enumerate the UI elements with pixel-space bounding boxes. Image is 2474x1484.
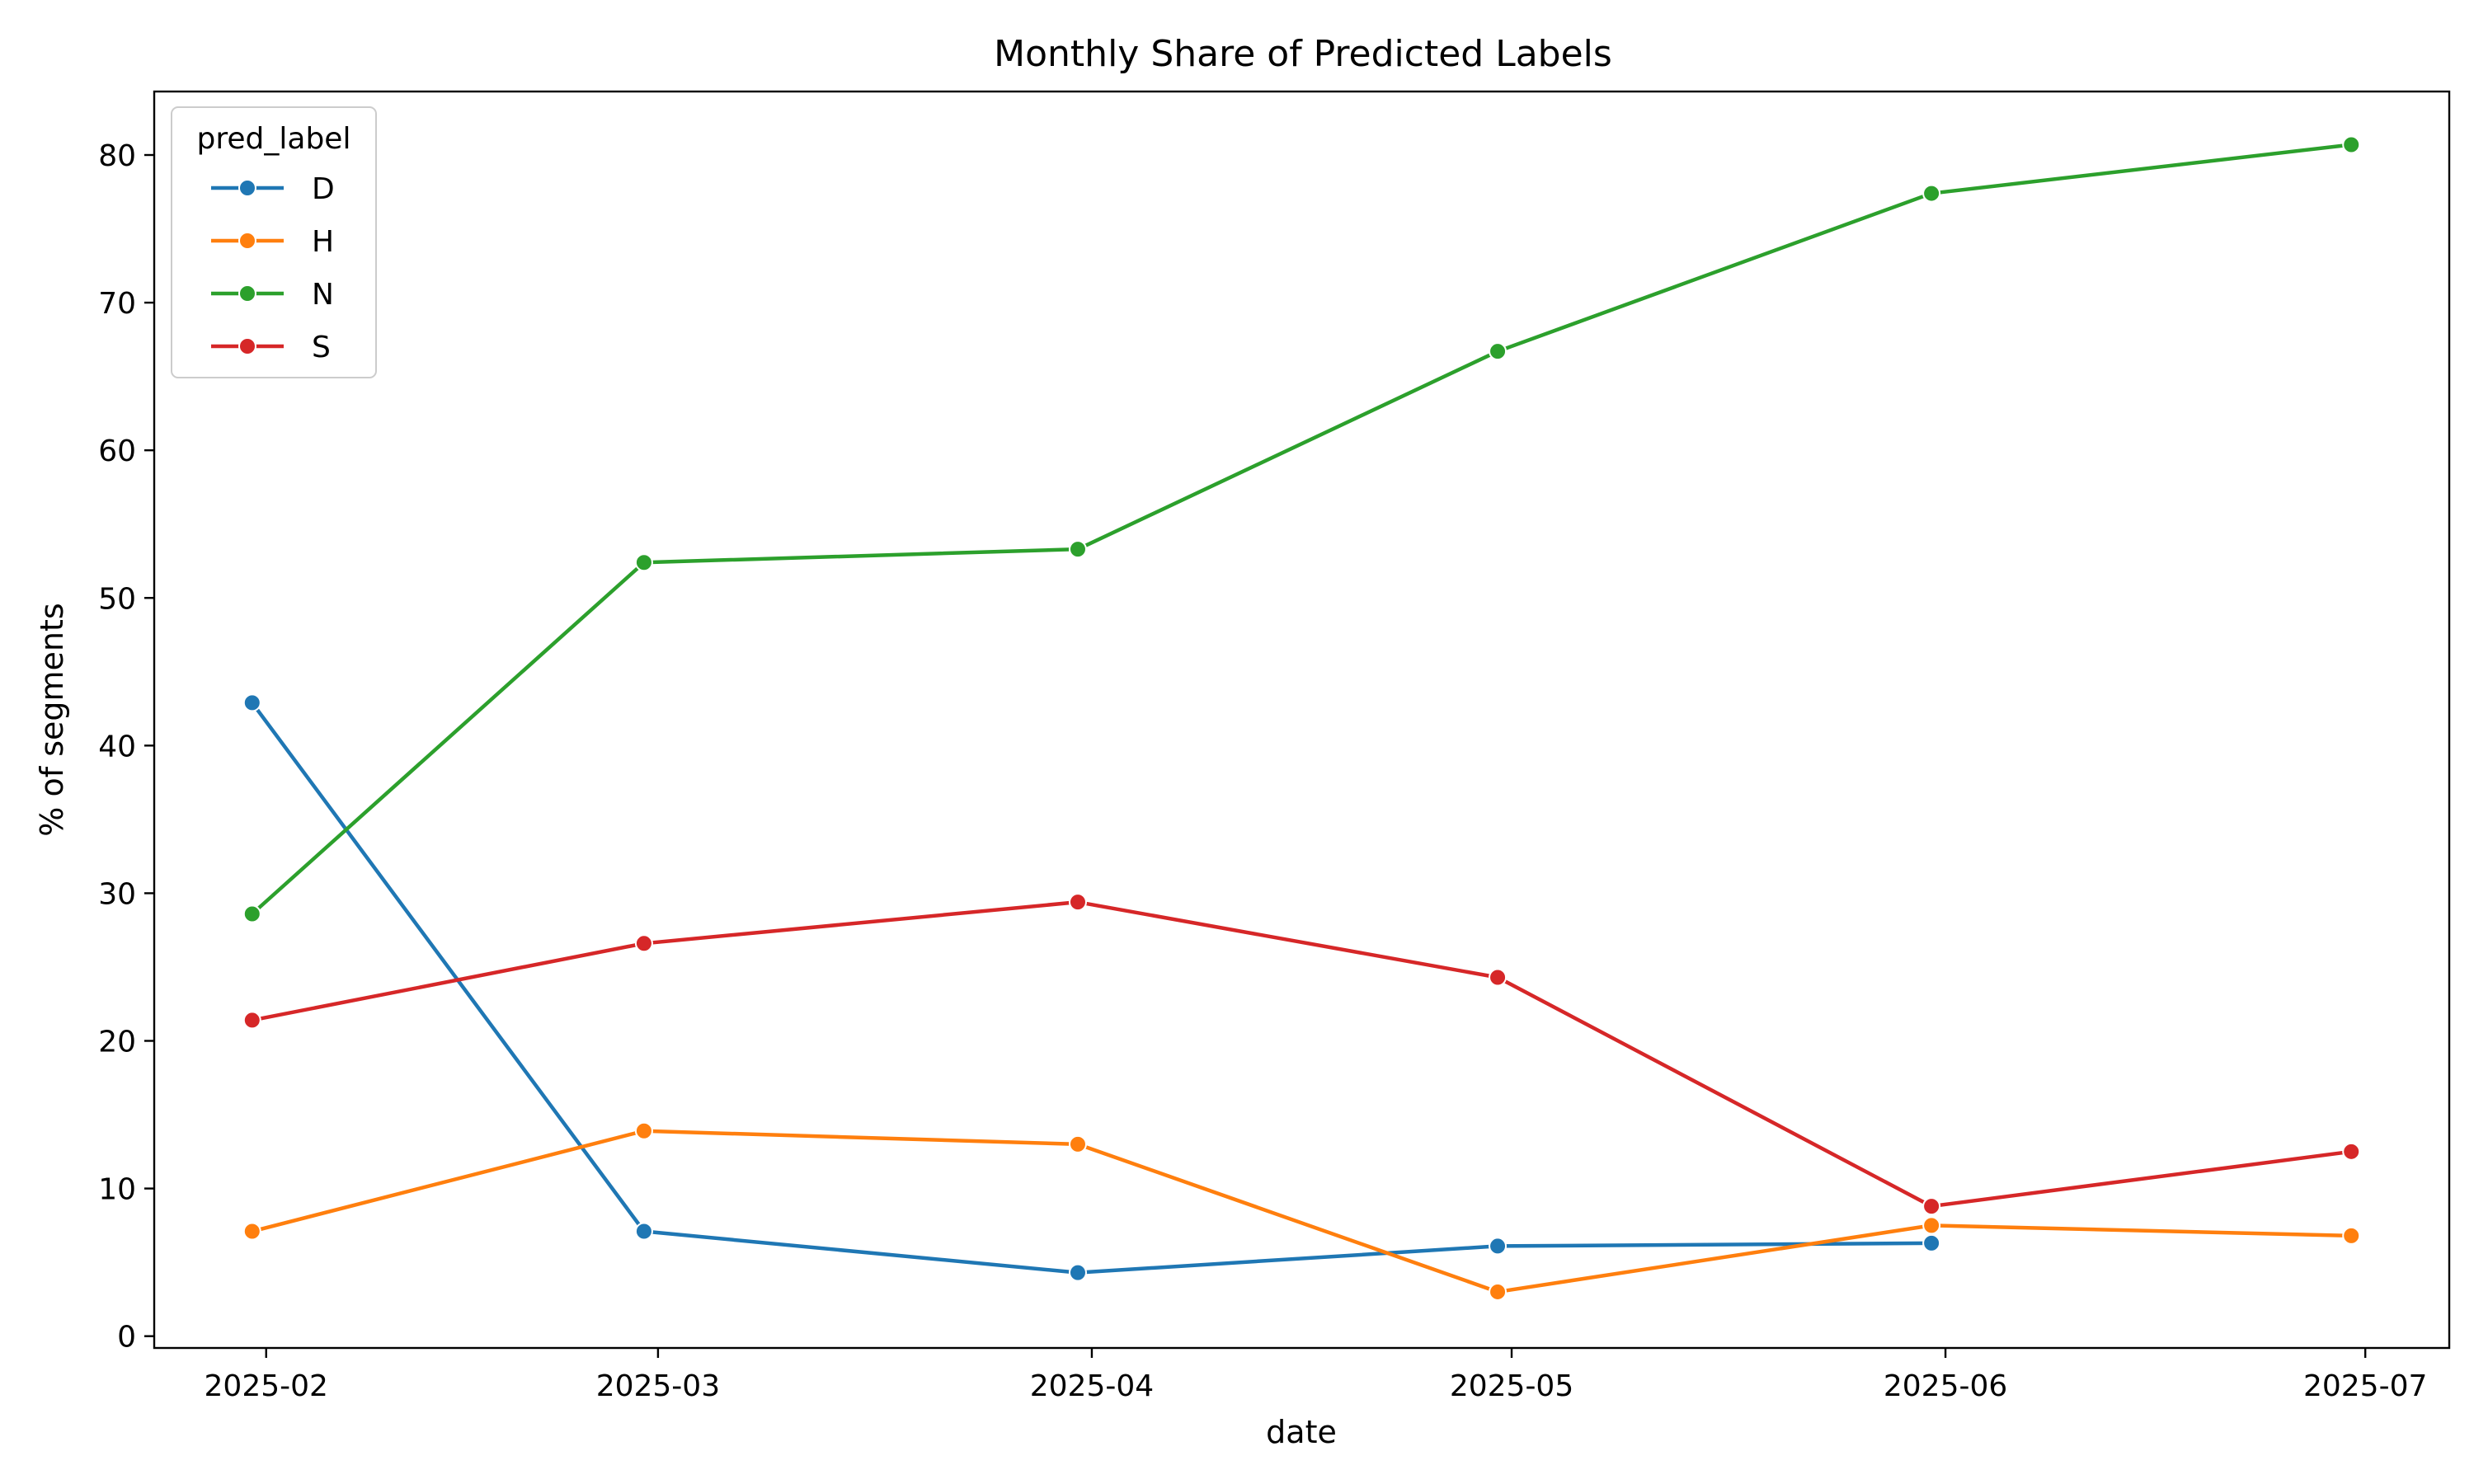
data-point (1068, 1263, 1087, 1282)
data-point (242, 1222, 261, 1241)
data-point (242, 1011, 261, 1030)
legend-item-H: H (211, 225, 334, 259)
x-tick-label: 2025-05 (1450, 1369, 1573, 1403)
series-layer (242, 135, 2361, 1301)
data-point (634, 934, 653, 953)
legend-item-D: D (211, 172, 335, 206)
x-tick-label: 2025-02 (205, 1369, 328, 1403)
series-line-D (250, 701, 1934, 1275)
data-point (634, 553, 653, 572)
data-point (1068, 540, 1087, 559)
series-D (242, 693, 1941, 1282)
series-line-H (250, 1129, 2354, 1294)
series-line-N (250, 143, 2354, 916)
series-line-S (250, 899, 2354, 1209)
legend-marker (238, 337, 256, 355)
legend-marker (238, 179, 256, 197)
x-tick-label: 2025-03 (596, 1369, 720, 1403)
data-point (1922, 184, 1941, 203)
data-point (242, 904, 261, 923)
data-point (1922, 1216, 1941, 1235)
y-axis: 0 10 20 30 40 50 60 70 80 (98, 139, 154, 1355)
series-H (242, 1121, 2361, 1301)
y-tick-label: 10 (98, 1173, 136, 1207)
data-point (242, 693, 261, 712)
legend-title: pred_label (197, 122, 351, 156)
data-point (2342, 1226, 2361, 1245)
data-point (1489, 342, 1507, 361)
data-point (1489, 968, 1507, 987)
data-point (1489, 1237, 1507, 1256)
x-tick-label: 2025-04 (1030, 1369, 1154, 1403)
legend-marker (238, 284, 256, 303)
x-tick-label: 2025-06 (1884, 1369, 2007, 1403)
legend-label: D (312, 172, 335, 206)
series-S (242, 893, 2361, 1216)
y-tick-label: 20 (98, 1026, 136, 1059)
data-point (2342, 1142, 2361, 1161)
data-point (2342, 135, 2361, 154)
y-tick-label: 0 (117, 1321, 136, 1355)
data-point (1068, 1134, 1087, 1153)
data-point (1922, 1197, 1941, 1216)
legend-label: N (312, 278, 334, 312)
plot-area (153, 90, 2451, 1350)
y-tick-label: 80 (98, 139, 136, 173)
y-tick-label: 50 (98, 582, 136, 616)
legend-marker (238, 232, 256, 250)
data-point (1922, 1233, 1941, 1252)
y-axis-label: % of segments (34, 603, 70, 836)
x-axis: 2025-02 2025-03 2025-04 2025-05 2025-06 2025-… (205, 1348, 2427, 1403)
y-tick-label: 30 (98, 877, 136, 911)
y-tick-label: 40 (98, 730, 136, 763)
data-point (634, 1121, 653, 1140)
x-axis-label: date (1266, 1414, 1337, 1450)
x-tick-label: 2025-07 (2303, 1369, 2427, 1403)
legend-item-N: N (211, 278, 334, 312)
data-point (1489, 1282, 1507, 1301)
data-point (634, 1222, 653, 1241)
legend-item-S: S (211, 331, 331, 364)
series-N (242, 135, 2361, 923)
chart-title: Monthly Share of Predicted Labels (994, 33, 1612, 75)
y-tick-label: 60 (98, 434, 136, 468)
y-tick-label: 70 (98, 287, 136, 321)
legend-label: S (312, 331, 331, 364)
legend-label: H (312, 225, 334, 259)
data-point (1068, 893, 1087, 912)
